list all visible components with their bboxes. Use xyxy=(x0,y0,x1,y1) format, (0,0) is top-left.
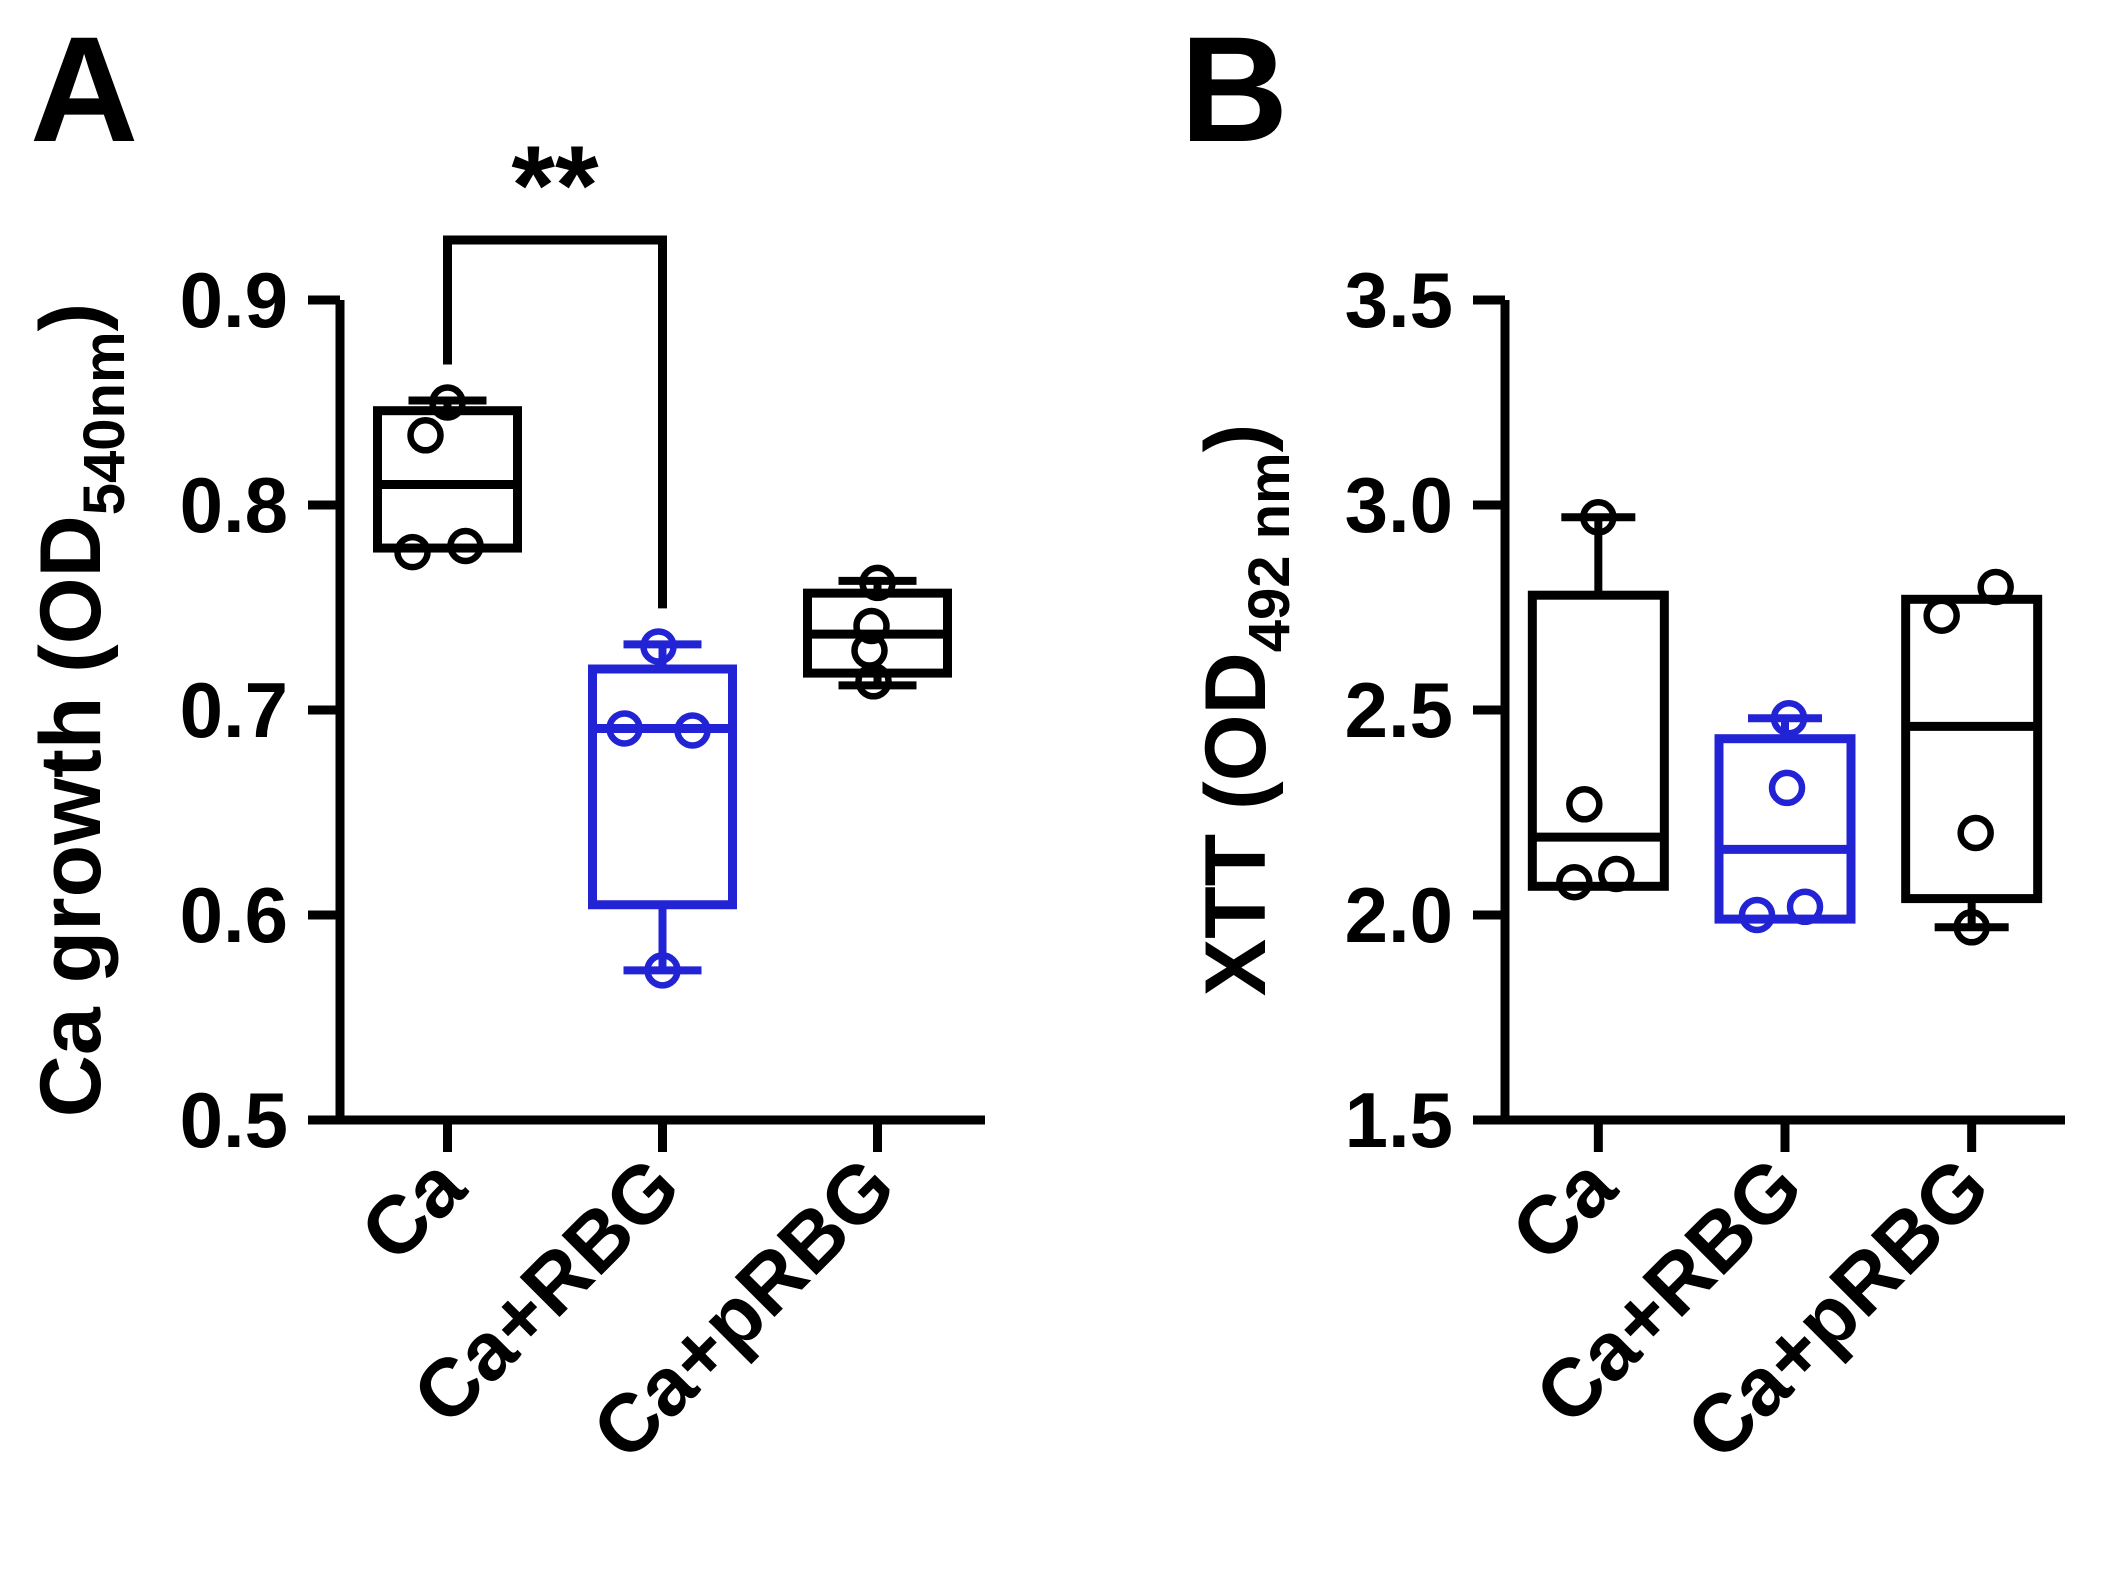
data-point xyxy=(1977,568,2014,606)
y-tick-label: 2.0 xyxy=(1345,871,1453,959)
y-tick-label: 0.7 xyxy=(180,666,288,754)
data-point xyxy=(853,607,890,645)
y-axis-title: Ca growth (OD540nm) xyxy=(23,303,137,1117)
data-point xyxy=(1768,769,1806,807)
significance-label: ** xyxy=(511,123,599,248)
panel-letter-a: A xyxy=(30,5,139,173)
data-point xyxy=(640,628,677,665)
y-tick-label: 2.5 xyxy=(1345,666,1453,754)
data-point xyxy=(855,663,892,700)
panel-letter-b: B xyxy=(1180,5,1289,173)
data-point xyxy=(394,533,431,571)
data-point xyxy=(859,564,896,602)
y-tick-label: 0.9 xyxy=(180,256,288,344)
data-point xyxy=(1786,888,1824,926)
data-point xyxy=(1953,909,1990,946)
y-tick-label: 1.5 xyxy=(1345,1076,1453,1164)
data-point xyxy=(1770,699,1808,737)
y-axis-title: XTT (OD492 nm) xyxy=(1188,424,1302,997)
data-point xyxy=(1556,863,1593,901)
y-tick-label: 3.5 xyxy=(1345,256,1453,344)
data-point xyxy=(429,384,466,421)
data-point xyxy=(644,952,681,989)
data-point xyxy=(1580,499,1617,536)
x-category-label: Ca xyxy=(1495,1139,1634,1278)
data-point xyxy=(1598,855,1635,893)
y-tick-label: 0.6 xyxy=(180,871,288,959)
data-point xyxy=(1923,597,1960,634)
box xyxy=(1527,590,1669,891)
box xyxy=(1901,594,2043,904)
data-point xyxy=(447,527,484,565)
box xyxy=(373,406,522,553)
data-point xyxy=(674,712,711,749)
box xyxy=(1714,734,1856,924)
box xyxy=(588,664,737,910)
data-point xyxy=(407,417,444,454)
significance-bracket xyxy=(443,235,667,609)
data-point xyxy=(1957,814,1994,852)
x-category-label: Ca xyxy=(344,1139,483,1278)
data-point xyxy=(606,710,643,747)
data-point xyxy=(1566,786,1603,823)
y-tick-label: 3.0 xyxy=(1345,461,1453,549)
data-point xyxy=(1738,896,1776,934)
y-tick-label: 0.8 xyxy=(180,461,288,549)
y-tick-label: 0.5 xyxy=(180,1076,288,1164)
